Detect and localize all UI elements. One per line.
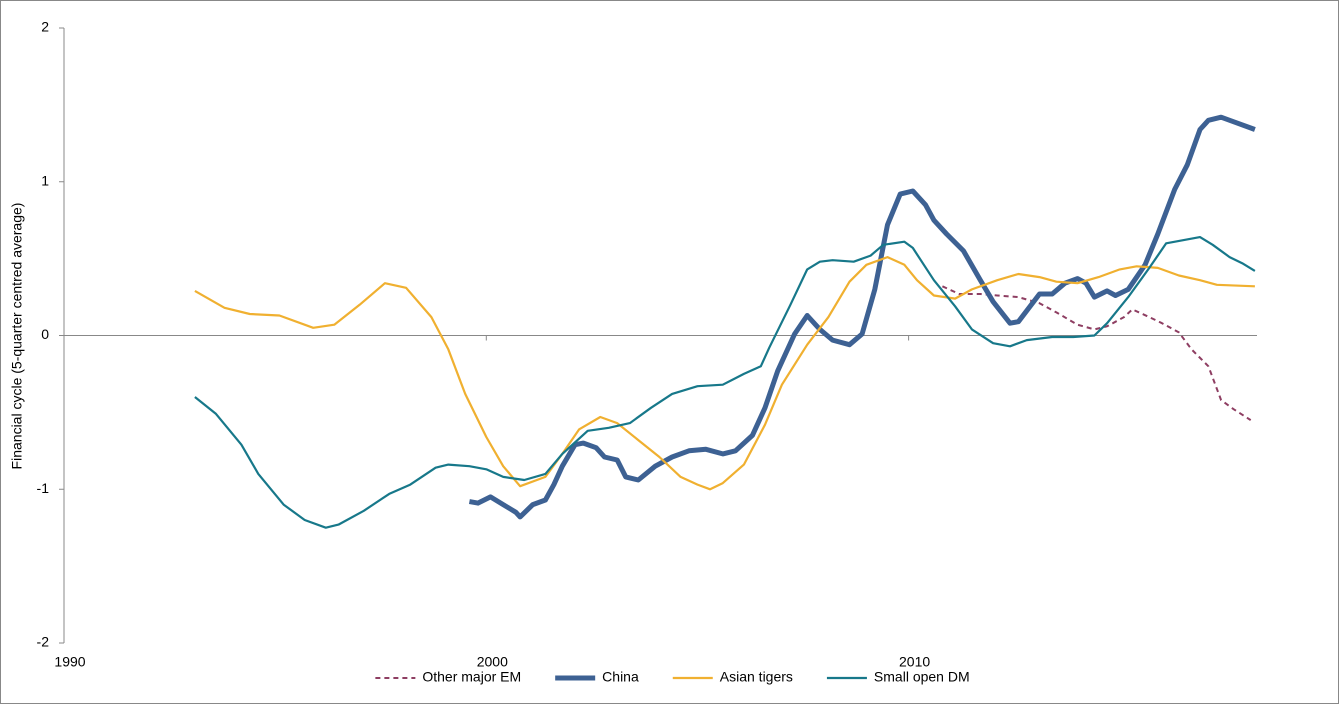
x-tick-label: 2000: [477, 654, 508, 670]
x-tick-label: 2010: [899, 654, 930, 670]
y-tick-label: 2: [41, 19, 49, 35]
y-tick-label: 1: [41, 172, 49, 188]
y-tick-label: -2: [37, 634, 50, 650]
legend-label: China: [602, 669, 639, 685]
y-tick-label: 0: [41, 326, 49, 342]
legend-label: Small open DM: [874, 669, 970, 685]
legend-label: Asian tigers: [720, 669, 793, 685]
series-line: [194, 236, 1256, 529]
series-line: [941, 285, 1252, 421]
y-axis-label: Financial cycle (5-quarter centred avera…: [9, 203, 25, 470]
y-tick-label: -1: [37, 480, 50, 496]
x-tick-label: 1990: [54, 654, 85, 670]
series-line: [194, 256, 1255, 491]
series-line: [468, 114, 1256, 520]
legend-label: Other major EM: [422, 669, 521, 685]
